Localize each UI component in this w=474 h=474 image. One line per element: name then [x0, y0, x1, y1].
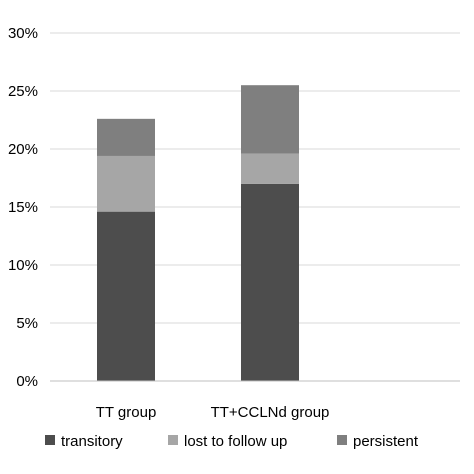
legend-label: transitory — [61, 433, 123, 450]
category-labels: TT group TT+CCLNd group — [96, 404, 330, 421]
y-tick-label: 20% — [8, 141, 38, 158]
bar-segment-persistent — [241, 85, 299, 154]
bars — [97, 85, 299, 381]
bar-segment-transitory — [97, 211, 155, 381]
y-tick-label: 5% — [16, 315, 38, 332]
legend: transitory lost to follow up persistent — [45, 433, 419, 450]
y-tick-label: 25% — [8, 83, 38, 100]
y-axis-tick-labels: 0% 5% 10% 15% 20% 25% 30% — [8, 25, 38, 390]
y-tick-label: 0% — [16, 373, 38, 390]
y-tick-label: 30% — [8, 25, 38, 42]
legend-swatch — [45, 435, 55, 445]
y-tick-label: 15% — [8, 199, 38, 216]
bar-segment-lost-to-follow-up — [97, 155, 155, 212]
legend-swatch — [337, 435, 347, 445]
category-label: TT group — [96, 404, 157, 421]
legend-swatch — [168, 435, 178, 445]
bar-segment-persistent — [97, 118, 155, 156]
bar-segment-lost-to-follow-up — [241, 153, 299, 184]
category-label: TT+CCLNd group — [211, 404, 330, 421]
y-tick-label: 10% — [8, 257, 38, 274]
legend-label: persistent — [353, 433, 419, 450]
bar-segment-transitory — [241, 183, 299, 381]
legend-label: lost to follow up — [184, 433, 287, 450]
